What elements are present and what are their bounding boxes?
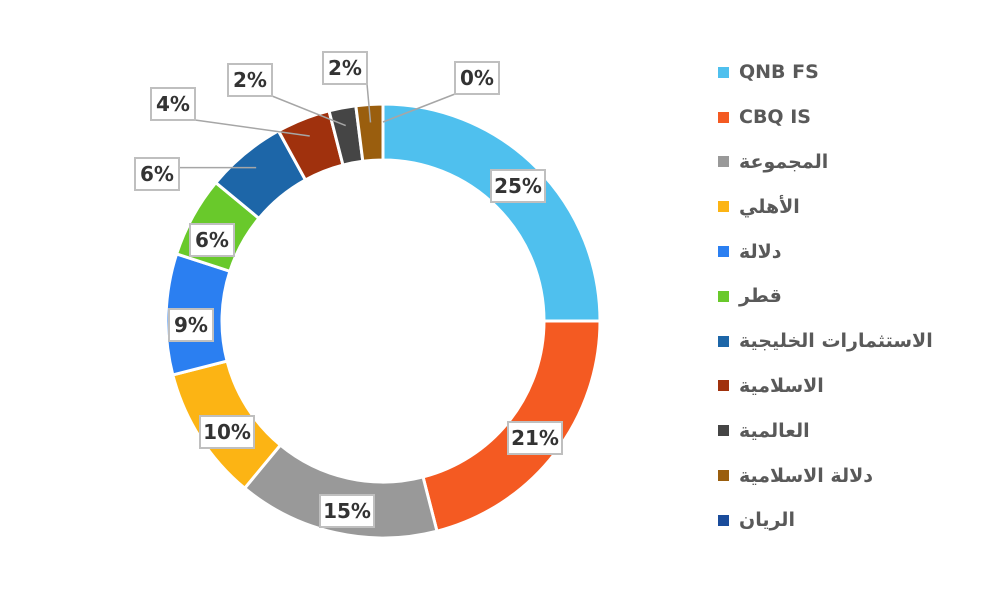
legend-label: الأهلي (739, 195, 800, 218)
data-label-الاسلامية: 4% (156, 92, 190, 116)
data-label-box-الأهلي (199, 415, 255, 449)
legend-item-الاسلامية: الاسلامية (718, 364, 988, 409)
data-label-box-qnb-fs (490, 169, 546, 203)
legend-item-العالمية: العالمية (718, 408, 988, 453)
leader-line-الاسلامية (194, 119, 310, 137)
legend-label: المجموعة (739, 150, 829, 173)
legend-swatch (718, 335, 729, 347)
legend-swatch (718, 290, 729, 302)
legend-item-دلالة: دلالة (718, 229, 988, 274)
donut-slice-qnb-fs (381, 102, 602, 323)
legend-swatch (718, 201, 729, 213)
legend-label: العالمية (739, 419, 810, 442)
data-label-qnb-fs: 25% (494, 174, 542, 198)
legend-item-دلالة-الاسلامية: دلالة الاسلامية (718, 453, 988, 498)
leader-line-الريان (382, 93, 456, 123)
data-label-الريان: 0% (460, 66, 494, 90)
legend-label: دلالة الاسلامية (739, 464, 873, 487)
data-label-المجموعة: 15% (323, 499, 371, 523)
data-label-box-دلالة (168, 308, 214, 342)
data-label-box-دلالة-الاسلامية (322, 51, 368, 85)
data-label-العالمية: 2% (233, 68, 267, 92)
data-label-قطر: 6% (195, 228, 229, 252)
leader-line-العالمية (271, 95, 346, 127)
legend-label: QNB FS (739, 61, 819, 84)
legend-swatch (718, 470, 729, 482)
data-label-box-المجموعة (319, 494, 375, 528)
legend-label: الاستثمارات الخليجية (739, 330, 933, 353)
legend-item-الاستثمارات-الخليجية: الاستثمارات الخليجية (718, 319, 988, 364)
data-label-box-الاستثمارات-الخليجية (134, 157, 180, 191)
leader-line-دلالة-الاسلامية (366, 83, 372, 123)
data-label-box-الريان (454, 61, 500, 95)
chart-legend: QNB FS CBQ IS المجموعة الأهلي دلالة قطر الاستث… (718, 50, 988, 543)
donut-chart: 25% 21% 15% 10% 9% 6% 6% 4% 2% 2% 0% (134, 51, 602, 540)
legend-label: قطر (739, 285, 782, 308)
legend-item-الريان: الريان (718, 498, 988, 543)
data-label-box-قطر (189, 223, 235, 257)
data-label-box-cbq-is (507, 421, 563, 455)
data-label-box-العالمية (227, 63, 273, 97)
data-label-دلالة-الاسلامية: 2% (328, 56, 362, 80)
data-label-box-الاسلامية (150, 87, 196, 121)
legend-swatch (718, 425, 729, 437)
legend-swatch (718, 246, 729, 258)
legend-swatch (718, 514, 729, 526)
data-label-دلالة: 9% (174, 313, 208, 337)
legend-swatch (718, 66, 729, 78)
legend-swatch (718, 380, 729, 392)
legend-item-cbq-is: CBQ IS (718, 95, 988, 140)
legend-item-qnb-fs: QNB FS (718, 50, 988, 95)
legend-item-المجموعة: المجموعة (718, 140, 988, 185)
legend-swatch (718, 156, 729, 168)
legend-label: دلالة (739, 240, 782, 263)
data-labels: 25% 21% 15% 10% 9% 6% 6% 4% 2% 2% 0% (134, 51, 563, 528)
donut-slice-دلالة-الاسلامية (354, 102, 385, 163)
data-label-الاستثمارات-الخليجية: 6% (140, 162, 174, 186)
legend-item-الأهلي: الأهلي (718, 184, 988, 229)
data-label-cbq-is: 21% (511, 426, 559, 450)
legend-item-قطر: قطر (718, 274, 988, 319)
leader-lines (179, 83, 456, 169)
legend-label: CBQ IS (739, 106, 811, 129)
data-label-الأهلي: 10% (203, 420, 251, 444)
legend-swatch (718, 111, 729, 123)
donut-slices (164, 102, 602, 540)
legend-label: الاسلامية (739, 374, 824, 397)
legend-label: الريان (739, 509, 795, 532)
